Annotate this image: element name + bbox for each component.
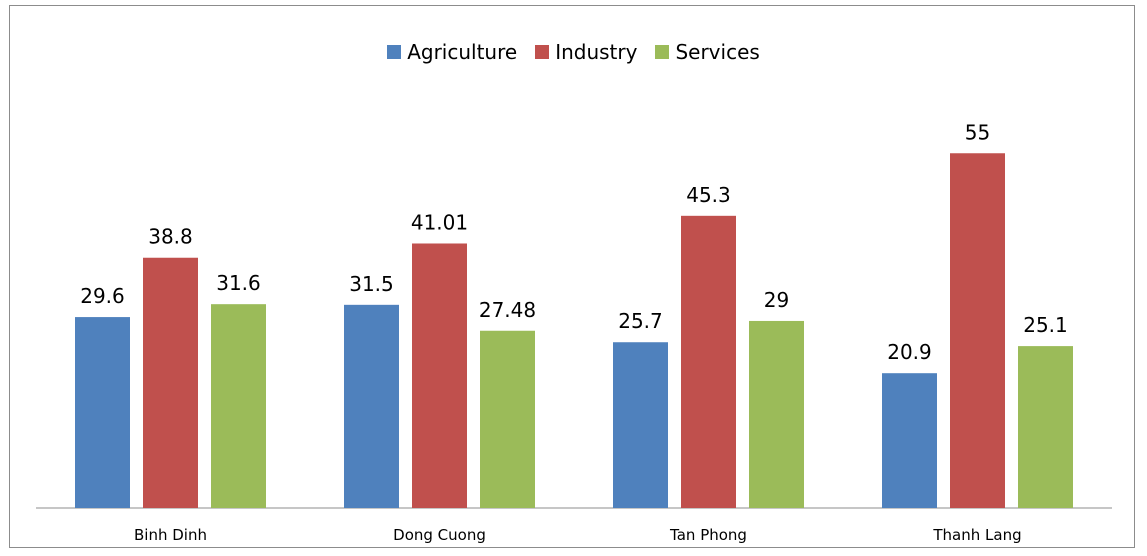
data-label: 25.7 (618, 309, 663, 333)
data-label: 45.3 (686, 183, 731, 207)
x-tick-label: Dong Cuong (393, 526, 486, 544)
bar-industry-thanh-lang (950, 153, 1005, 508)
chart-legend: Agriculture Industry Services (0, 40, 1147, 64)
data-label: 55 (965, 120, 990, 144)
bar-services-tan-phong (749, 320, 804, 508)
bar-services-binh-dinh (211, 304, 266, 508)
data-label: 31.6 (216, 271, 261, 295)
data-label: 20.9 (887, 340, 932, 364)
bar-industry-binh-dinh (143, 257, 198, 508)
legend-label-agriculture: Agriculture (407, 40, 518, 64)
bar-agriculture-tan-phong (613, 342, 668, 508)
data-label: 31.5 (349, 272, 394, 296)
bar-industry-tan-phong (681, 215, 736, 508)
legend-label-services: Services (675, 40, 760, 64)
x-tick-label: Binh Dinh (134, 526, 207, 544)
data-label: 38.8 (148, 225, 193, 249)
legend-label-industry: Industry (555, 40, 638, 64)
bar-agriculture-thanh-lang (882, 373, 937, 508)
data-label: 27.48 (479, 298, 536, 322)
data-label: 29.6 (80, 284, 125, 308)
data-label: 41.01 (411, 210, 468, 234)
legend-swatch-services (655, 45, 670, 59)
legend-swatch-industry (535, 45, 550, 59)
bar-agriculture-binh-dinh (75, 317, 130, 508)
legend-item-industry: Industry (535, 40, 637, 64)
x-tick-label: Thanh Lang (932, 526, 1021, 544)
data-label: 29 (764, 288, 789, 312)
legend-swatch-agriculture (387, 45, 402, 59)
legend-item-services: Services (655, 40, 760, 64)
legend-item-agriculture: Agriculture (387, 40, 517, 64)
bar-industry-dong-cuong (412, 243, 467, 508)
bar-agriculture-dong-cuong (344, 304, 399, 508)
x-tick-label: Tan Phong (669, 526, 747, 544)
data-label: 25.1 (1023, 313, 1068, 337)
bar-services-thanh-lang (1018, 346, 1073, 508)
bar-services-dong-cuong (480, 330, 535, 508)
